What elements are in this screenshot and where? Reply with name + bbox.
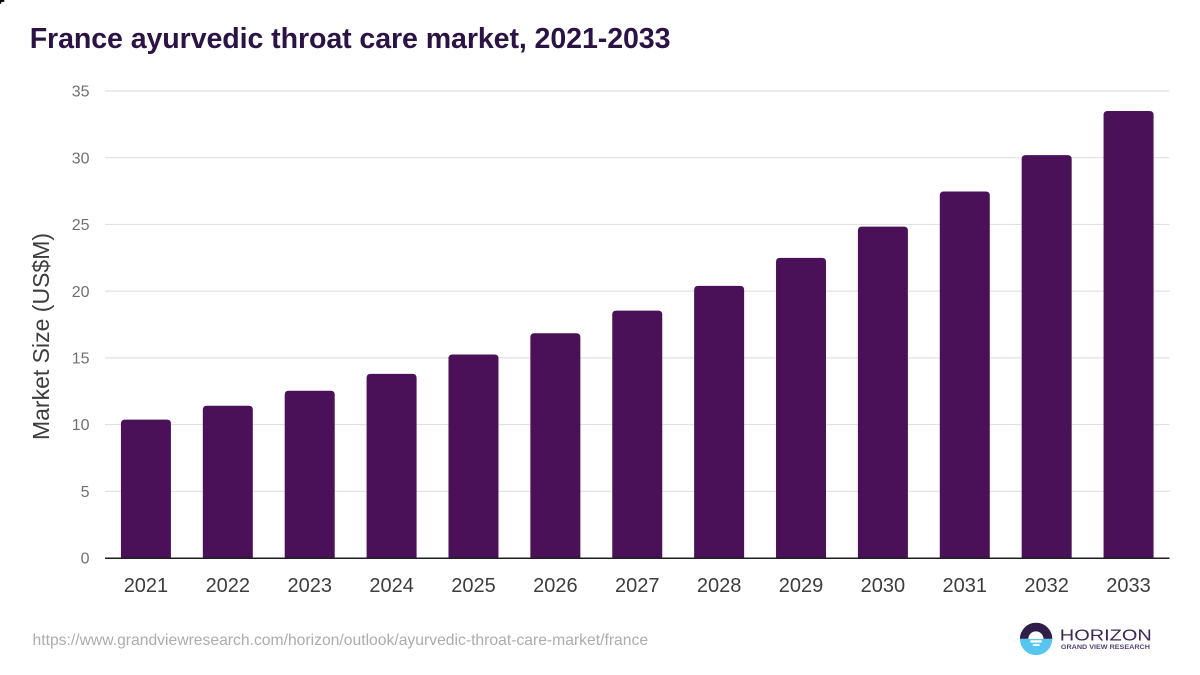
svg-text:2023: 2023 <box>287 575 332 597</box>
svg-text:0: 0 <box>81 551 90 568</box>
svg-text:HORIZON: HORIZON <box>1060 628 1152 645</box>
svg-text:2025: 2025 <box>451 575 496 597</box>
svg-text:25: 25 <box>72 217 90 234</box>
svg-text:GRAND VIEW RESEARCH: GRAND VIEW RESEARCH <box>1061 645 1150 651</box>
svg-text:5: 5 <box>81 484 90 501</box>
svg-text:Market Size (US$M): Market Size (US$M) <box>28 233 54 440</box>
svg-text:2032: 2032 <box>1024 575 1069 597</box>
svg-text:2030: 2030 <box>861 575 906 597</box>
svg-text:2033: 2033 <box>1106 575 1151 597</box>
svg-text:30: 30 <box>72 150 90 167</box>
svg-text:2024: 2024 <box>369 575 414 597</box>
svg-text:35: 35 <box>72 84 90 101</box>
svg-text:15: 15 <box>72 351 90 368</box>
svg-text:2028: 2028 <box>697 575 742 597</box>
svg-text:2026: 2026 <box>533 575 578 597</box>
svg-text:10: 10 <box>72 417 90 434</box>
svg-text:2031: 2031 <box>943 575 988 597</box>
svg-text:20: 20 <box>72 284 90 301</box>
svg-text:2021: 2021 <box>124 575 169 597</box>
svg-text:2022: 2022 <box>206 575 251 597</box>
svg-text:2029: 2029 <box>779 575 824 597</box>
svg-text:2027: 2027 <box>615 575 660 597</box>
